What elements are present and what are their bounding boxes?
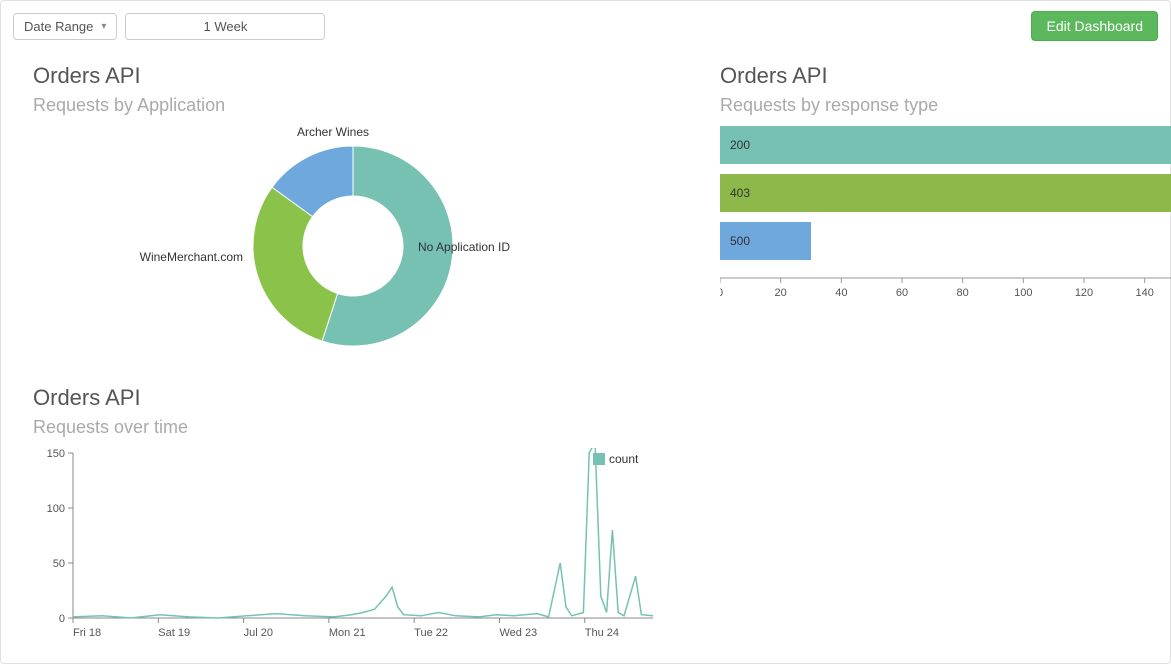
panel-subtitle: Requests over time	[33, 417, 680, 438]
svg-text:No Application ID: No Application ID	[418, 240, 510, 254]
svg-text:200: 200	[730, 138, 750, 152]
date-range-value[interactable]: 1 Week	[125, 13, 325, 40]
svg-text:120: 120	[1075, 287, 1093, 299]
svg-text:100: 100	[1014, 287, 1032, 299]
bar-chart: 200 403 500 0 20 40 60 80 100 120 140	[720, 126, 1171, 326]
svg-text:Archer Wines: Archer Wines	[297, 126, 369, 139]
dashboard-container: Date Range ▾ 1 Week Edit Dashboard Order…	[0, 0, 1171, 664]
top-toolbar: Date Range ▾ 1 Week Edit Dashboard	[13, 11, 1158, 41]
svg-text:Tue 22: Tue 22	[414, 627, 448, 639]
svg-text:60: 60	[896, 287, 908, 299]
svg-text:0: 0	[59, 613, 65, 625]
svg-text:500: 500	[730, 234, 750, 248]
panel-subtitle: Requests by Application	[33, 95, 680, 116]
panel-subtitle: Requests by response type	[720, 95, 1138, 116]
line-chart: 0 50 100 150 Fri 18 Sat 19 Jul 20 Mon 21 Tue 22 W…	[33, 448, 673, 648]
svg-text:Thu 24: Thu 24	[585, 627, 619, 639]
svg-text:Mon 21: Mon 21	[329, 627, 366, 639]
date-range-dropdown[interactable]: Date Range ▾	[13, 13, 117, 40]
svg-text:Sat 19: Sat 19	[158, 627, 190, 639]
svg-text:20: 20	[775, 287, 787, 299]
bar-panel: Orders API Requests by response type 200…	[700, 55, 1158, 377]
donut-panel: Orders API Requests by Application No Ap…	[13, 55, 700, 377]
svg-text:150: 150	[47, 448, 65, 460]
svg-text:WineMerchant.com: WineMerchant.com	[140, 250, 243, 264]
svg-text:80: 80	[957, 287, 969, 299]
svg-text:40: 40	[835, 287, 847, 299]
svg-text:50: 50	[53, 558, 65, 570]
panel-title: Orders API	[720, 63, 1138, 89]
svg-text:140: 140	[1135, 287, 1153, 299]
edit-dashboard-button[interactable]: Edit Dashboard	[1031, 11, 1158, 41]
dashboard-grid: Orders API Requests by Application No Ap…	[13, 55, 1158, 659]
svg-text:0: 0	[720, 287, 723, 299]
panel-title: Orders API	[33, 385, 680, 411]
date-range-label: Date Range	[24, 19, 93, 34]
svg-text:Jul 20: Jul 20	[244, 627, 273, 639]
line-panel: Orders API Requests over time 0 50 100 150 F…	[13, 377, 700, 659]
chevron-down-icon: ▾	[101, 21, 106, 32]
svg-text:count: count	[609, 452, 639, 466]
donut-chart: No Application ID WineMerchant.com Archer …	[33, 126, 673, 366]
svg-text:403: 403	[730, 186, 750, 200]
panel-title: Orders API	[33, 63, 680, 89]
svg-text:100: 100	[47, 503, 65, 515]
svg-text:Wed 23: Wed 23	[499, 627, 537, 639]
svg-text:Fri 18: Fri 18	[73, 627, 101, 639]
